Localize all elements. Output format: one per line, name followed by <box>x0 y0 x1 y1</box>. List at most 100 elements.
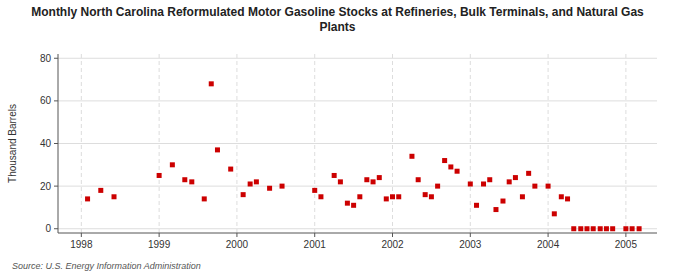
point <box>429 194 434 199</box>
point <box>215 147 220 152</box>
point <box>481 181 486 186</box>
y-tick-label: 0 <box>45 223 51 234</box>
x-tick <box>159 233 160 237</box>
point <box>377 175 382 180</box>
y-tick <box>54 58 58 59</box>
point <box>98 188 103 193</box>
y-tick <box>54 100 58 101</box>
x-grid-line <box>470 54 471 233</box>
point <box>248 181 253 186</box>
point <box>189 179 194 184</box>
point <box>507 179 512 184</box>
point <box>604 226 609 231</box>
chart: Monthly North Carolina Reformulated Moto… <box>0 0 675 275</box>
x-tick <box>314 233 315 237</box>
y-tick-label: 40 <box>40 138 52 149</box>
point <box>571 226 576 231</box>
point <box>455 169 460 174</box>
x-tick <box>392 233 393 237</box>
point <box>493 207 498 212</box>
y-tick-label: 20 <box>40 181 52 192</box>
point <box>526 171 531 176</box>
y-grid-line <box>58 143 657 144</box>
point <box>384 196 389 201</box>
point <box>448 164 453 169</box>
point <box>409 154 414 159</box>
title-line: Monthly North Carolina Reformulated Moto… <box>31 5 644 19</box>
point <box>546 184 551 189</box>
point <box>442 158 447 163</box>
point <box>591 226 596 231</box>
point <box>423 192 428 197</box>
point <box>565 196 570 201</box>
point <box>513 175 518 180</box>
title-line: Plants <box>319 20 355 34</box>
point <box>182 177 187 182</box>
x-grid-line <box>392 54 393 233</box>
x-tick <box>81 233 82 237</box>
point <box>500 199 505 204</box>
x-tick-label: 2003 <box>459 239 482 250</box>
y-grid-line <box>58 228 657 229</box>
point <box>351 203 356 208</box>
point <box>364 177 369 182</box>
point <box>112 194 117 199</box>
x-axis-line <box>58 233 657 234</box>
x-tick-label: 1998 <box>70 239 93 250</box>
point <box>338 179 343 184</box>
x-tick-label: 2000 <box>226 239 249 250</box>
y-tick <box>54 143 58 144</box>
x-grid-line <box>236 54 237 233</box>
x-grid-line <box>81 54 82 233</box>
point <box>559 194 564 199</box>
point <box>267 186 272 191</box>
x-tick-label: 2004 <box>537 239 560 250</box>
point <box>371 179 376 184</box>
x-tick-label: 2005 <box>615 239 638 250</box>
y-grid-line <box>58 58 657 59</box>
y-grid-line <box>58 100 657 101</box>
x-grid-line <box>314 54 315 233</box>
y-tick <box>54 186 58 187</box>
y-tick-label: 60 <box>40 95 52 106</box>
x-tick-label: 1999 <box>148 239 171 250</box>
title: Monthly North Carolina Reformulated Moto… <box>31 5 644 34</box>
point <box>85 196 90 201</box>
x-tick <box>236 233 237 237</box>
point <box>474 203 479 208</box>
grid <box>58 54 657 233</box>
point <box>598 226 603 231</box>
point <box>254 179 259 184</box>
y-grid-line <box>58 186 657 187</box>
y-axis-label: Thousand Barrels <box>7 104 18 183</box>
point <box>318 194 323 199</box>
y-tick <box>54 228 58 229</box>
point <box>157 173 162 178</box>
point <box>552 211 557 216</box>
point <box>630 226 635 231</box>
point <box>312 188 317 193</box>
x-grid-line <box>548 54 549 233</box>
point <box>578 226 583 231</box>
x-grid-line <box>159 54 160 233</box>
point <box>468 181 473 186</box>
point <box>435 184 440 189</box>
point <box>170 162 175 167</box>
point <box>280 184 285 189</box>
point <box>332 173 337 178</box>
point <box>202 196 207 201</box>
point <box>416 177 421 182</box>
point <box>390 194 395 199</box>
x-tick <box>470 233 471 237</box>
x-tick <box>625 233 626 237</box>
point <box>487 177 492 182</box>
point <box>532 184 537 189</box>
point <box>228 167 233 172</box>
point <box>396 194 401 199</box>
x-grid-line <box>625 54 626 233</box>
point <box>209 81 214 86</box>
x-tick-label: 2001 <box>304 239 327 250</box>
point <box>357 194 362 199</box>
source-note: Source: U.S. Energy Information Administ… <box>12 261 201 271</box>
x-tick <box>548 233 549 237</box>
